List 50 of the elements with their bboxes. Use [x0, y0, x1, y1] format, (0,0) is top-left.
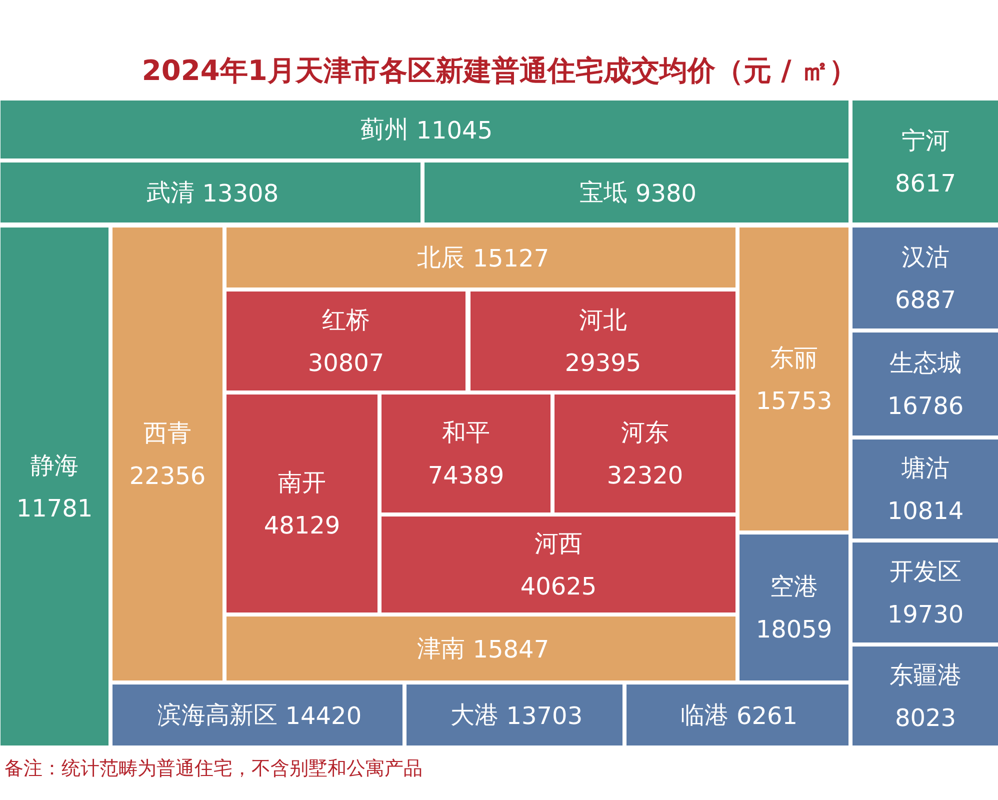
category-label: 河西: [534, 530, 582, 558]
category-label: 宝坻: [580, 178, 628, 206]
category-label: 东疆港: [890, 661, 962, 689]
data-label: 48129: [264, 512, 340, 540]
data-label: 10814: [887, 497, 964, 525]
data-label: 18059: [756, 616, 832, 644]
data-label: 9380: [636, 180, 697, 208]
category-label: 汉沽: [902, 243, 950, 271]
category-label: 和平: [442, 418, 490, 446]
data-label: 16786: [887, 392, 964, 420]
data-label: 8023: [894, 704, 956, 732]
category-label: 南开: [278, 468, 326, 496]
data-label: 13308: [202, 180, 279, 208]
data-label: 14420: [285, 702, 362, 730]
data-label: 15127: [472, 244, 550, 272]
category-label: 蓟州: [360, 116, 408, 144]
category-label: 东丽: [770, 344, 818, 372]
data-label: 13703: [506, 702, 583, 730]
data-label: 15753: [756, 387, 832, 415]
category-label: 河北: [579, 306, 627, 334]
data-label: 29395: [564, 349, 642, 377]
data-label: 15847: [472, 636, 550, 664]
category-label: 武清: [146, 178, 194, 206]
data-label: 40625: [520, 572, 597, 600]
category-label: 河东: [621, 418, 669, 446]
data-label: 30807: [308, 349, 384, 377]
category-label: 大港: [450, 701, 498, 729]
data-label: 8617: [894, 170, 956, 198]
category-label: 西青: [144, 419, 192, 447]
category-label: 宁河: [902, 126, 950, 154]
category-label: 静海: [30, 452, 78, 480]
category-label: 津南: [416, 634, 465, 662]
data-label: 22356: [129, 462, 206, 490]
category-label: 生态城: [890, 349, 962, 377]
data-label: 6887: [894, 286, 956, 314]
text: 2024年1月天津市各区新建普通住宅成交均价（元 / ㎡）: [142, 54, 858, 87]
data-label: 19730: [887, 600, 964, 628]
category-label: 滨海高新区: [157, 701, 278, 729]
category-label: 空港: [770, 572, 818, 600]
data-label: 6261: [736, 702, 798, 730]
data-label: 74389: [428, 462, 504, 490]
data-label: 32320: [606, 462, 684, 490]
data-label: 11781: [16, 494, 93, 522]
category-label: 红桥: [322, 306, 370, 334]
category-label: 临港: [680, 701, 728, 729]
category-label: 开发区: [890, 558, 962, 586]
category-label: 北辰: [416, 244, 465, 272]
data-label: 11045: [416, 116, 493, 144]
category-label: 塘沽: [900, 454, 950, 482]
text: 备注：统计范畴为普通住宅，不含别墅和公寓产品: [4, 758, 422, 780]
